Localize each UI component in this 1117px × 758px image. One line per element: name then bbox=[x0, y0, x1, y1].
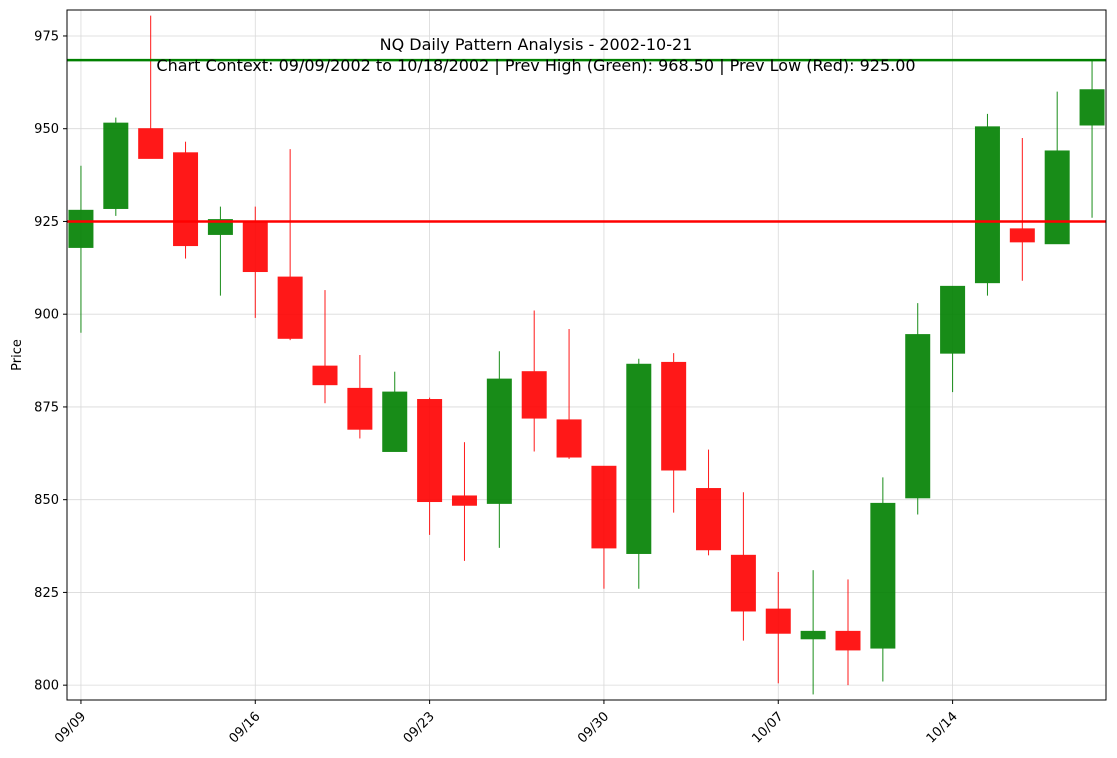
up-candle bbox=[382, 371, 408, 452]
down-candle bbox=[312, 290, 338, 404]
candle-body bbox=[730, 554, 756, 612]
candle-body bbox=[974, 126, 1000, 284]
candle-body bbox=[835, 630, 861, 651]
y-axis: 800 825 850 875 900 925 950 975 bbox=[34, 29, 67, 694]
candle-body bbox=[800, 630, 826, 640]
candle-body bbox=[556, 419, 582, 458]
down-candle bbox=[591, 465, 617, 589]
up-candle bbox=[68, 165, 94, 333]
down-candle bbox=[730, 492, 756, 641]
candle-body bbox=[207, 219, 233, 235]
chart-title: NQ Daily Pattern Analysis - 2002-10-21 bbox=[380, 35, 693, 54]
y-tick-label: 900 bbox=[34, 308, 59, 323]
candle-body bbox=[277, 276, 303, 339]
down-candle bbox=[661, 353, 687, 513]
up-candle bbox=[870, 477, 896, 682]
up-candle bbox=[626, 358, 652, 589]
candle-body bbox=[417, 399, 443, 503]
y-axis-label: Price bbox=[10, 339, 25, 371]
candle-body bbox=[68, 209, 94, 248]
candle-body bbox=[905, 334, 931, 499]
candle-body bbox=[382, 391, 408, 452]
candle-body bbox=[661, 361, 687, 471]
down-candle bbox=[765, 572, 791, 684]
candle-body bbox=[1079, 89, 1105, 126]
down-candle bbox=[173, 141, 199, 259]
candle-body bbox=[696, 488, 722, 551]
candle-body bbox=[242, 220, 268, 273]
up-candle bbox=[103, 117, 129, 216]
up-candle bbox=[974, 113, 1000, 296]
up-candle bbox=[1079, 60, 1105, 218]
candles-layer bbox=[68, 15, 1105, 695]
down-candle bbox=[277, 149, 303, 341]
down-candle bbox=[696, 449, 722, 556]
candle-body bbox=[521, 371, 547, 419]
candle-body bbox=[591, 465, 617, 549]
reference-lines bbox=[67, 58, 1106, 223]
y-tick-label: 850 bbox=[34, 493, 59, 508]
candle-body bbox=[312, 365, 338, 386]
down-candle bbox=[138, 15, 164, 159]
up-candle bbox=[905, 303, 931, 515]
down-candle bbox=[347, 355, 373, 439]
up-candle bbox=[800, 570, 826, 695]
down-candle bbox=[242, 206, 268, 318]
y-tick-label: 825 bbox=[34, 586, 59, 601]
chart-subtitle: Chart Context: 09/09/2002 to 10/18/2002 … bbox=[156, 56, 915, 75]
candle-body bbox=[347, 387, 373, 430]
candle-body bbox=[870, 502, 896, 649]
down-candle bbox=[521, 310, 547, 452]
up-candle bbox=[940, 285, 966, 393]
y-tick-label: 975 bbox=[34, 29, 59, 44]
candle-body bbox=[765, 608, 791, 634]
candle-body bbox=[138, 128, 164, 159]
candle-body bbox=[1044, 150, 1070, 245]
up-candle bbox=[1044, 91, 1070, 245]
down-candle bbox=[835, 579, 861, 686]
down-candle bbox=[1009, 137, 1035, 281]
down-candle bbox=[417, 397, 443, 535]
y-tick-label: 925 bbox=[34, 215, 59, 230]
plot-frame bbox=[66, 9, 1107, 701]
down-candle bbox=[451, 442, 477, 561]
candle-body bbox=[486, 378, 512, 504]
y-tick-label: 875 bbox=[34, 400, 59, 415]
candle-body bbox=[451, 495, 477, 506]
y-tick-label: 800 bbox=[34, 679, 59, 694]
up-candle bbox=[486, 351, 512, 548]
candle-body bbox=[626, 363, 652, 554]
y-tick-label: 950 bbox=[34, 122, 59, 137]
candle-body bbox=[173, 152, 199, 247]
candle-body bbox=[103, 122, 129, 209]
candle-body bbox=[940, 285, 966, 354]
down-candle bbox=[556, 329, 582, 459]
candle-body bbox=[1009, 228, 1035, 243]
